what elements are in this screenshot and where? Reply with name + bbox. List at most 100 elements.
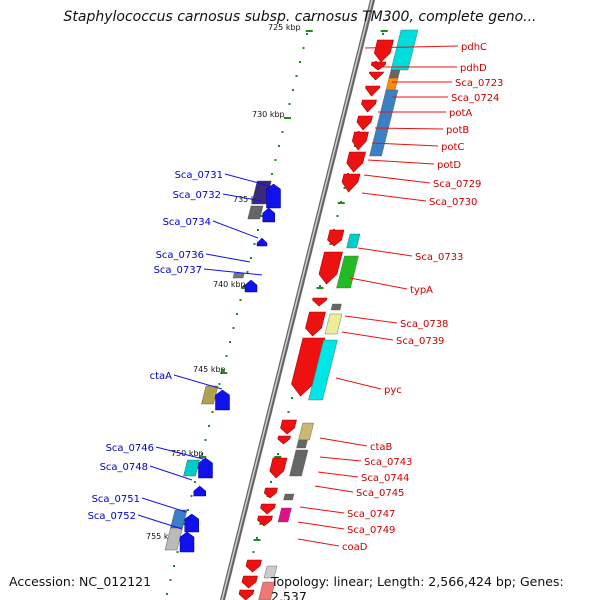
gene-label: pyc (384, 385, 402, 396)
left-track-dot (232, 327, 235, 329)
gene-leader-line (319, 437, 368, 447)
left-track-dot (253, 243, 256, 245)
left-track-dot (250, 257, 252, 259)
left-track-dot (225, 355, 228, 357)
feature-block (298, 422, 315, 441)
gene-label: ctaA (150, 371, 173, 382)
gene-leader-line (361, 192, 427, 202)
gene-arrow (361, 99, 377, 113)
left-track-dot (246, 271, 249, 273)
gene-leader-line (349, 277, 408, 290)
left-track-dot (169, 579, 172, 581)
gene-arrow (193, 485, 206, 497)
feature-block (283, 493, 295, 501)
gene-label: potB (446, 125, 469, 136)
gene-leader-line (319, 456, 362, 462)
gene-arrow (266, 183, 281, 209)
gene-label: Sca_0751 (92, 494, 140, 505)
gene-leader-line (371, 142, 439, 147)
left-track-dot (204, 439, 207, 441)
right-track-dot (354, 145, 356, 147)
left-track-dot (257, 229, 259, 231)
gene-leader-line (203, 268, 263, 276)
left-track-dot (222, 369, 224, 371)
gene-arrow (327, 229, 345, 247)
feature-block (247, 205, 264, 220)
gene-arrow (373, 39, 394, 63)
gene-arrow (277, 435, 291, 445)
gene-leader-line (314, 485, 354, 493)
gene-label: Sca_0736 (156, 250, 204, 261)
gene-arrow (179, 531, 195, 553)
gene-leader-line (367, 159, 435, 165)
gene-leader-line (341, 331, 394, 341)
left-track-dot (218, 383, 221, 385)
left-track-dot (299, 61, 301, 63)
right-track-dot (287, 411, 290, 413)
gene-leader-line (137, 514, 183, 530)
feature-block (201, 385, 219, 405)
gene-label: Sca_0745 (356, 488, 404, 499)
feature-block (308, 339, 338, 401)
gene-leader-line (297, 538, 340, 547)
left-track-dot (288, 103, 291, 105)
gene-label: potC (441, 142, 464, 153)
gene-label: Sca_0731 (175, 170, 223, 181)
gene-label: Sca_0724 (451, 93, 499, 104)
gene-label: coaD (342, 542, 368, 553)
scale-label: 745 kbp (193, 365, 226, 374)
feature-block (183, 459, 200, 477)
left-track-dot (176, 551, 179, 553)
gene-leader-line (363, 174, 431, 184)
gene-leader-line (222, 193, 263, 202)
gene-arrow (312, 297, 328, 307)
right-track-dot (291, 397, 293, 399)
gene-arrow (245, 559, 262, 573)
gene-label: pdhC (461, 42, 487, 53)
gene-label: Sca_0723 (455, 78, 503, 89)
right-track-dot (319, 285, 321, 287)
left-track-dot (271, 173, 273, 175)
genome-backbone-highlight (221, 0, 373, 600)
left-track-dot (190, 495, 193, 497)
gene-arrow (263, 487, 278, 499)
feature-block (277, 507, 292, 523)
gene-arrow (238, 589, 255, 600)
gene-arrow (215, 389, 230, 411)
gene-label: Sca_0729 (433, 179, 481, 190)
right-track-dot (329, 243, 332, 245)
left-track-dot (229, 341, 231, 343)
gene-leader-line (357, 247, 413, 257)
gene-label: Sca_0739 (396, 336, 444, 347)
feature-block (330, 303, 342, 311)
gene-label: Sca_0732 (173, 190, 221, 201)
gene-arrow (256, 237, 268, 247)
left-track-dot (302, 47, 305, 49)
scale-label: 755 kbp (146, 532, 179, 541)
gene-label: Sca_0733 (415, 252, 463, 263)
left-track-dot (236, 313, 238, 315)
right-track-dot (385, 19, 388, 21)
feature-block (385, 77, 399, 91)
map-title: Staphylococcus carnosus subsp. carnosus … (63, 9, 537, 25)
gene-leader-line (212, 220, 259, 239)
right-track-dot (270, 481, 272, 483)
feature-block (346, 233, 361, 249)
gene-label: typA (410, 285, 433, 296)
feature-block (324, 313, 343, 335)
gene-label: Sca_0752 (88, 511, 136, 522)
scale-label: 725 kbp (268, 23, 301, 32)
gene-arrow (244, 279, 258, 293)
gene-arrow (291, 337, 326, 397)
gene-arrow (370, 61, 387, 71)
gene-label: Sca_0749 (347, 525, 395, 536)
gene-leader-line (317, 471, 359, 478)
gene-leader-line (141, 497, 187, 513)
left-track-dot (278, 145, 280, 147)
gene-arrow (341, 173, 361, 193)
gene-label: pdhD (460, 63, 487, 74)
right-track-dot (259, 523, 262, 525)
gene-arrow (262, 207, 275, 223)
gene-leader-line (205, 253, 251, 263)
